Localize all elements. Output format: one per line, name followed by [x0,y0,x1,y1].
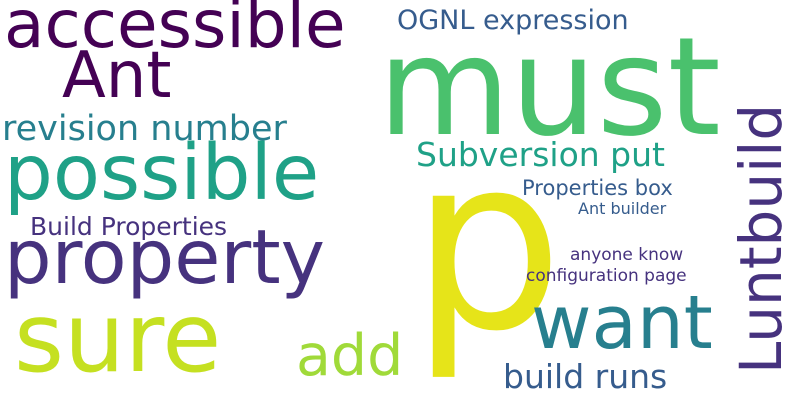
word-subversion-put: Subversion put [416,135,665,174]
word-build-properties: Build Properties [30,212,228,241]
word-anyone-know: anyone know [570,245,684,265]
word-p: p [411,104,564,384]
word-revision-number: revision number [2,109,287,149]
word-possible: possible [4,129,320,218]
word-accessible: accessible [4,0,346,63]
word-must: must [378,9,721,167]
word-configuration-page: configuration page [526,266,687,286]
word-sure: sure [14,282,222,394]
word-luntbuild: Luntbuild [727,103,795,374]
word-property: property [4,213,326,301]
word-ant-builder: Ant builder [578,199,667,218]
word-ant: Ant [62,39,172,113]
word-properties-box: Properties box [522,176,673,200]
word-build-runs: build runs [503,357,668,396]
word-add: add [296,323,404,389]
word-ognl-expression: OGNL expression [397,5,629,36]
word-want: want [531,280,713,366]
